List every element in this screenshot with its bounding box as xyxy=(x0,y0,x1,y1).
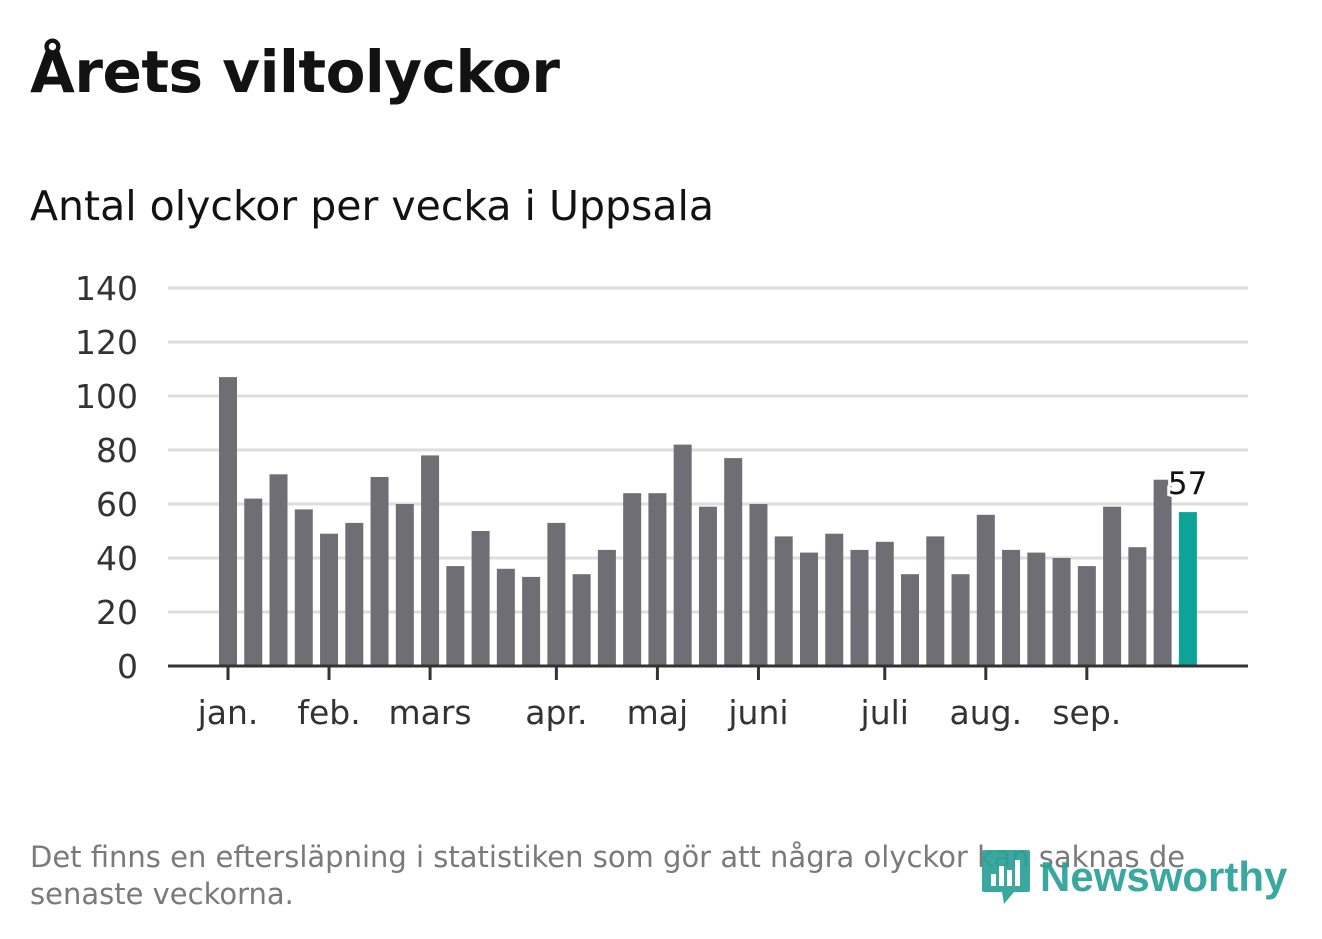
bar xyxy=(370,477,389,666)
bar xyxy=(901,574,920,666)
logo-text: Newsworthy xyxy=(1040,853,1288,900)
x-tick-label: mars xyxy=(389,693,472,732)
y-tick-label: 140 xyxy=(75,269,138,308)
bar xyxy=(724,458,743,666)
bar xyxy=(976,514,995,666)
bar xyxy=(799,552,818,666)
y-tick-label: 0 xyxy=(117,647,138,686)
bar xyxy=(850,549,869,666)
bar xyxy=(698,506,717,666)
x-tick-label: aug. xyxy=(950,693,1023,732)
bar xyxy=(623,493,642,666)
bar xyxy=(572,574,591,666)
y-tick-label: 120 xyxy=(75,323,138,362)
bar xyxy=(1052,558,1071,666)
y-tick-label: 60 xyxy=(96,485,138,524)
bar xyxy=(395,504,414,666)
bar xyxy=(320,533,339,666)
bar xyxy=(294,509,313,666)
x-tick-label: juni xyxy=(727,693,788,732)
y-tick-label: 100 xyxy=(75,377,138,416)
y-tick-label: 40 xyxy=(96,539,138,578)
bar xyxy=(825,533,844,666)
bar xyxy=(648,493,667,666)
chart-subtitle: Antal olyckor per vecka i Uppsala xyxy=(30,182,715,230)
x-tick-label: jan. xyxy=(197,693,259,732)
bar xyxy=(875,541,894,666)
newsworthy-logo: Newsworthy xyxy=(980,846,1287,908)
bars xyxy=(219,377,1197,666)
bar xyxy=(446,566,465,666)
x-tick-label: juli xyxy=(860,693,909,732)
bar xyxy=(1027,552,1046,666)
bar xyxy=(951,574,970,666)
bar xyxy=(1103,506,1122,666)
bar xyxy=(244,498,263,666)
chart-title: Årets viltolyckor xyxy=(30,38,560,106)
data-label: 57 xyxy=(1168,466,1207,502)
bar xyxy=(471,531,490,666)
x-tick-label: sep. xyxy=(1052,693,1121,732)
bar xyxy=(547,522,566,666)
x-axis: jan. feb. mars apr. maj juni juli aug. sep. xyxy=(197,666,1121,732)
bar xyxy=(496,568,515,666)
y-axis: 0 20 40 60 80 100 120 140 xyxy=(75,269,138,686)
bar xyxy=(1128,547,1147,666)
bar xyxy=(421,455,440,666)
x-tick-label: apr. xyxy=(525,693,587,732)
x-tick-label: maj xyxy=(627,693,689,732)
bar xyxy=(749,504,768,666)
bar xyxy=(1153,479,1172,666)
bar xyxy=(219,377,237,666)
y-tick-label: 20 xyxy=(96,593,138,632)
bar xyxy=(673,444,692,666)
bar xyxy=(597,549,616,666)
bar xyxy=(1077,566,1096,666)
bar xyxy=(345,522,364,666)
bar xyxy=(522,576,541,666)
newsworthy-bars-icon xyxy=(982,850,1030,904)
bar-highlight xyxy=(1178,512,1197,666)
x-tick-label: feb. xyxy=(297,693,360,732)
bar xyxy=(269,474,288,666)
data-labels: 57 xyxy=(1165,463,1210,505)
y-tick-label: 80 xyxy=(96,431,138,470)
bar xyxy=(774,536,793,666)
bar xyxy=(1002,549,1021,666)
bar xyxy=(926,536,945,666)
